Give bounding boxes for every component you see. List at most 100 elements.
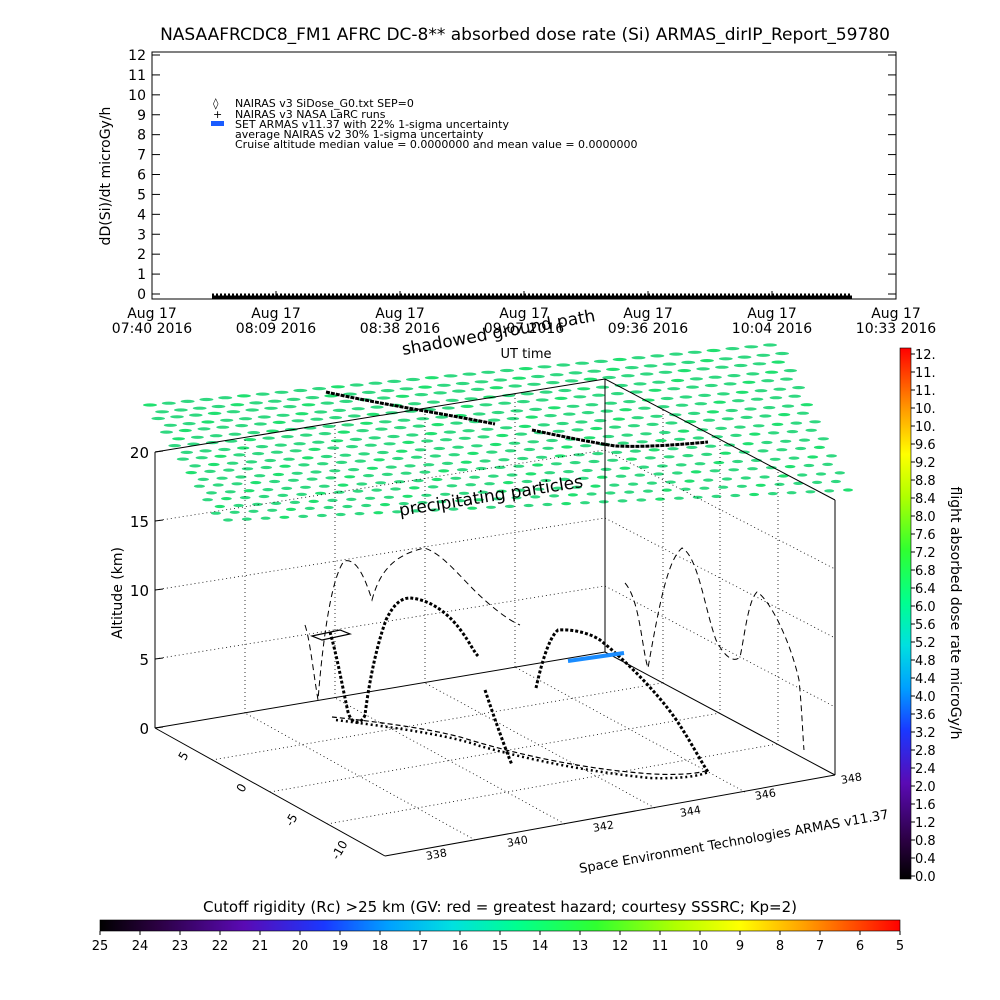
legend-symbol-diamond: ◊ [213, 97, 219, 110]
dose-rate-dash [717, 392, 730, 396]
bottom-colorbar-tick-label: 21 [252, 939, 269, 954]
dose-rate-dash [627, 424, 641, 428]
dose-rate-dash [669, 352, 684, 356]
dose-rate-dash [517, 456, 529, 461]
right-colorbar-tick-label: 9.2 [915, 456, 936, 471]
dose-rate-dash [665, 421, 678, 425]
dose-rate-dash [539, 390, 553, 394]
dose-rate-dash [592, 452, 604, 456]
top-y-tick-label: 2 [137, 247, 146, 263]
dose-rate-dash [202, 498, 214, 502]
top-x-tick-time: 07:40 2016 [112, 321, 193, 337]
dose-rate-dash [792, 386, 805, 390]
dose-rate-dash [540, 478, 552, 483]
dose-rate-dash [189, 464, 202, 468]
dose-rate-dash [241, 517, 252, 521]
dose-rate-dash [563, 412, 576, 416]
dose-rate-dash [523, 503, 534, 508]
dose-rate-dash [462, 429, 475, 433]
dose-rate-dash [516, 400, 530, 404]
dose-rate-dash [254, 474, 266, 478]
dose-rate-dash [535, 398, 549, 402]
dose-rate-dash [197, 477, 209, 481]
dose-rate-dash [673, 437, 686, 441]
altitude-tick-label: 10 [130, 582, 149, 600]
dose-rate-dash [270, 501, 282, 505]
altitude-tick-mark [154, 657, 164, 660]
top-x-tick-date: Aug 17 [375, 306, 425, 322]
top-x-tick-time: 08:38 2016 [360, 321, 441, 337]
dose-rate-dash [402, 494, 413, 498]
dose-rate-dash [769, 457, 781, 461]
dose-rate-dash [446, 484, 458, 488]
dose-rate-dash [728, 468, 740, 472]
dose-rate-dash [496, 433, 509, 438]
dose-rate-dash [315, 491, 326, 495]
flight-trajectory [328, 596, 710, 773]
dose-rate-dash [436, 500, 447, 504]
dose-rate-dash [404, 464, 416, 468]
dose-rate-dash [633, 382, 647, 386]
altitude-axis-label: Altitude (km) [110, 547, 126, 639]
dose-rate-dash [500, 426, 513, 430]
dose-rate-dash [730, 433, 742, 437]
dose-rate-dash [445, 398, 459, 402]
dose-rate-dash [332, 408, 346, 412]
dose-rate-dash [308, 447, 321, 451]
dose-rate-dash [667, 387, 681, 391]
dose-rate-dash [467, 506, 478, 510]
dose-rate-dash [680, 487, 691, 491]
dose-rate-dash [778, 474, 789, 478]
dose-rate-dash [605, 491, 616, 495]
dose-rate-dash [681, 360, 696, 364]
dose-rate-dash [464, 397, 478, 401]
bottom-colorbar-tick-label: 20 [292, 939, 309, 954]
right-colorbar-tick-label: 8.4 [915, 492, 936, 507]
dose-rate-dash [344, 475, 356, 479]
dose-rate-dash [602, 434, 615, 439]
dose-rate-dash [189, 413, 203, 417]
dose-rate-dash [456, 468, 468, 472]
dose-rate-dash [207, 462, 220, 467]
dose-rate-dash [226, 461, 239, 465]
dose-rate-dash [686, 385, 699, 389]
dose-rate-dash [329, 469, 341, 473]
longitude-ticks: 338 340 342 344 346 348 [425, 770, 863, 862]
dose-rate-dash [612, 417, 626, 421]
top-x-tick-time: 09:07 2016 [484, 321, 565, 337]
dose-rate-dash [615, 474, 627, 478]
altitude-tick-label: 20 [130, 444, 149, 462]
dose-rate-dash [191, 435, 204, 439]
dose-rate-dash [423, 463, 435, 467]
dose-rate-dash [477, 490, 488, 494]
dose-rate-dash [487, 474, 499, 478]
dose-rate-dash [289, 449, 302, 453]
longitude-tick-label: 340 [506, 833, 529, 849]
dose-rate-dash [361, 503, 372, 508]
dose-rate-dash [498, 401, 512, 405]
top-y-tick-label: 11 [128, 68, 146, 84]
bottom-colorbar-tick-label: 9 [736, 939, 744, 954]
dose-rate-dash [161, 401, 176, 405]
dose-rate-dash [406, 377, 420, 382]
dose-rate-dash [742, 442, 754, 446]
dose-rate-dash [339, 453, 352, 457]
dose-rate-dash [274, 443, 287, 447]
dose-rate-dash [252, 452, 265, 456]
legend-symbol-plus: + [213, 108, 222, 121]
right-colorbar-tick-label: 2.8 [915, 744, 936, 759]
dose-rate-dash [817, 437, 829, 441]
dose-rate-dash [352, 489, 364, 493]
departure-marker [309, 629, 353, 641]
dose-rate-dash [182, 422, 196, 426]
dose-rate-dash [583, 377, 598, 381]
dose-rate-dash [788, 394, 801, 398]
dose-rate-dash [515, 432, 528, 436]
dose-rate-dash [671, 378, 685, 383]
dose-rate-dash [193, 484, 205, 488]
right-colorbar-tick-label: 6.0 [915, 600, 936, 615]
dose-rate-dash [207, 411, 222, 415]
dose-rate-dash [249, 401, 263, 405]
dose-rate-dash [655, 497, 666, 501]
dose-rate-dash [243, 489, 255, 493]
